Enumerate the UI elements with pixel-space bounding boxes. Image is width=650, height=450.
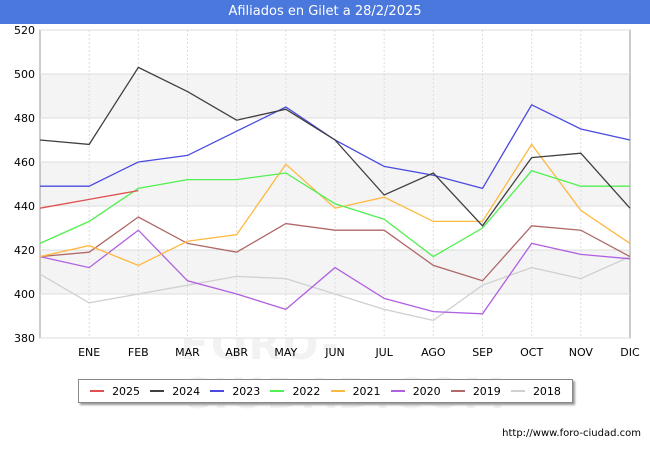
legend-item-2023: 2023 <box>210 385 260 398</box>
y-tick-label: 520 <box>14 24 35 37</box>
footer-url: http://www.foro-ciudad.com <box>502 428 641 439</box>
y-tick-label: 500 <box>14 68 35 81</box>
y-tick-label: 420 <box>14 244 35 257</box>
legend-swatch <box>510 390 525 392</box>
x-tick-label: SEP <box>472 346 493 359</box>
y-tick-label: 380 <box>14 332 35 345</box>
title-bar <box>0 0 650 24</box>
chart-title: Afiliados en Gilet a 28/2/2025 <box>228 4 422 19</box>
legend-swatch <box>90 390 105 392</box>
line-chart: 380 400 420 440 460 480 500 520 ENE FEB MAR ABR MAY… <box>14 24 640 359</box>
x-tick-label: OCT <box>520 346 543 359</box>
x-tick-label: NOV <box>569 346 594 359</box>
legend-label: 2024 <box>172 384 201 398</box>
x-tick-label: MAY <box>274 346 297 359</box>
y-tick-label: 460 <box>14 156 35 169</box>
legend-label: 2019 <box>472 384 501 398</box>
series-line-2018 <box>39 256 631 322</box>
x-tick-label: FEB <box>128 346 149 359</box>
legend-label: 2020 <box>412 384 441 398</box>
legend-item-2020: 2020 <box>390 384 441 398</box>
x-tick-label: ABR <box>225 346 248 359</box>
legend-swatch <box>330 390 345 392</box>
legend-item-2019: 2019 <box>450 384 501 398</box>
legend-swatch <box>450 390 465 392</box>
legend-label: 2021 <box>352 384 381 398</box>
y-tick-label: 400 <box>14 288 35 301</box>
x-tick-label: JUN <box>324 346 345 359</box>
x-tick-label: DIC <box>620 346 640 359</box>
x-tick-label: ENE <box>78 346 100 359</box>
x-tick-label: MAR <box>175 346 200 359</box>
legend-item-2021: 2021 <box>330 384 381 398</box>
series-line-2021 <box>39 143 631 267</box>
x-tick-label: AGO <box>421 346 446 359</box>
legend: 2025 2024 2023 2022 2021 2020 2019 2018 <box>78 379 573 403</box>
y-tick-label: 440 <box>14 200 35 213</box>
series-line-2024 <box>39 66 631 227</box>
x-tick-label: JUL <box>374 346 393 359</box>
legend-label: 2018 <box>532 384 561 398</box>
series-line-2025 <box>39 189 139 209</box>
legend-swatch <box>390 390 405 392</box>
legend-item-2025: 2025 <box>90 385 140 398</box>
legend-label: 2025 <box>112 384 141 398</box>
series-line-2019 <box>39 216 631 282</box>
legend-swatch <box>150 390 165 392</box>
legend-item-2024: 2024 <box>150 385 200 398</box>
legend-swatch <box>210 390 225 392</box>
legend-item-2018: 2018 <box>510 384 561 398</box>
legend-swatch <box>270 390 285 392</box>
series-line-2020 <box>39 229 631 315</box>
series-line-2022 <box>39 170 630 258</box>
legend-item-2022: 2022 <box>270 385 320 398</box>
legend-label: 2023 <box>232 384 261 398</box>
legend-label: 2022 <box>292 384 321 398</box>
y-tick-label: 480 <box>14 112 35 125</box>
